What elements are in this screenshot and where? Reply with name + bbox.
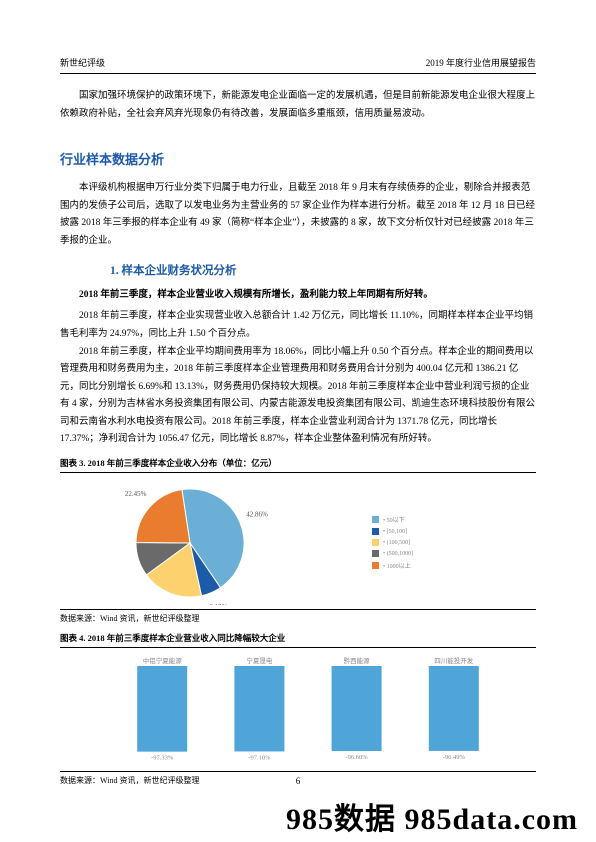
paragraph-1: 本评级机构根据申万行业分类下归属于电力行业，且截至 2018 年 9 月末有存续…	[60, 180, 536, 250]
svg-text:-97.33%: -97.33%	[151, 755, 174, 762]
header-left: 新世纪评级	[60, 56, 105, 69]
bar-chart: 中铝宁夏能源 -97.33% 宁夏晟电 -97.10% 黔西能源 -96.60% 四川能投开…	[60, 650, 536, 772]
svg-text:18.37%: 18.37%	[154, 604, 176, 605]
watermark: 985数据 985data.com	[286, 794, 578, 838]
pie-svg: 42.86% 6.12% 18.37% 22.45%	[60, 481, 360, 605]
svg-text:黔西能源: 黔西能源	[344, 656, 371, 665]
svg-text:-97.10%: -97.10%	[248, 754, 271, 761]
svg-text:22.45%: 22.45%	[125, 490, 147, 498]
legend-item: • 1000以上	[372, 561, 413, 570]
page-header: 新世纪评级 2019 年度行业信用展望报告	[60, 56, 536, 74]
subsection-title: 1. 样本企业财务状况分析	[110, 262, 536, 278]
bar-svg: 中铝宁夏能源 -97.33% 宁夏晟电 -97.10% 黔西能源 -96.60% 四川能投开…	[60, 652, 536, 764]
legend-item: • (500,1000]	[372, 550, 413, 557]
intro-paragraph: 国家加强环境保护的政策环境下，新能源发电企业面临一定的发展机遇，但是目前新能源发…	[60, 88, 536, 123]
svg-text:中铝宁夏能源: 中铝宁夏能源	[143, 656, 183, 665]
svg-text:-96.49%: -96.49%	[443, 754, 466, 761]
chart3-caption: 图表 3. 2018 年前三季度样本企业收入分布（单位：亿元）	[60, 457, 536, 469]
svg-text:-96.60%: -96.60%	[345, 754, 368, 761]
svg-text:宁夏晟电: 宁夏晟电	[246, 656, 273, 665]
divider	[60, 647, 536, 648]
bold-summary: 2018 年前三季度，样本企业营业收入规模有所增长，盈利能力较上年同期有所好转。	[60, 286, 536, 300]
divider	[60, 472, 536, 473]
paragraph-3: 2018 年前三季度，样本企业平均期间费用率为 18.06%，同比小幅上升 0.…	[60, 344, 536, 449]
svg-text:四川能投开发: 四川能投开发	[434, 656, 474, 665]
legend-item: • [50,100]	[372, 528, 413, 535]
pie-chart: 42.86% 6.12% 18.37% 22.45% • 50以下 • [50,100]…	[60, 475, 536, 610]
chart3-source: 数据来源：Wind 资讯，新世纪评级整理	[60, 613, 536, 624]
header-right: 2019 年度行业信用展望报告	[426, 56, 536, 69]
paragraph-2: 2018 年前三季度，样本企业实现营业收入总额合计 1.42 万亿元，同比增长 …	[60, 308, 536, 343]
legend-item: • (100,500]	[372, 539, 413, 546]
page-number: 6	[0, 776, 596, 786]
svg-text:6.12%: 6.12%	[209, 603, 227, 605]
legend-item: • 50以下	[372, 515, 413, 524]
svg-text:42.86%: 42.86%	[246, 511, 268, 519]
chart4-caption: 图表 4. 2018 年前三季度样本企业营业收入同比降幅较大企业	[60, 632, 536, 644]
pie-legend: • 50以下 • [50,100] • (100,500] • (500,1000] •…	[372, 515, 413, 570]
section-title: 行业样本数据分析	[60, 149, 536, 168]
